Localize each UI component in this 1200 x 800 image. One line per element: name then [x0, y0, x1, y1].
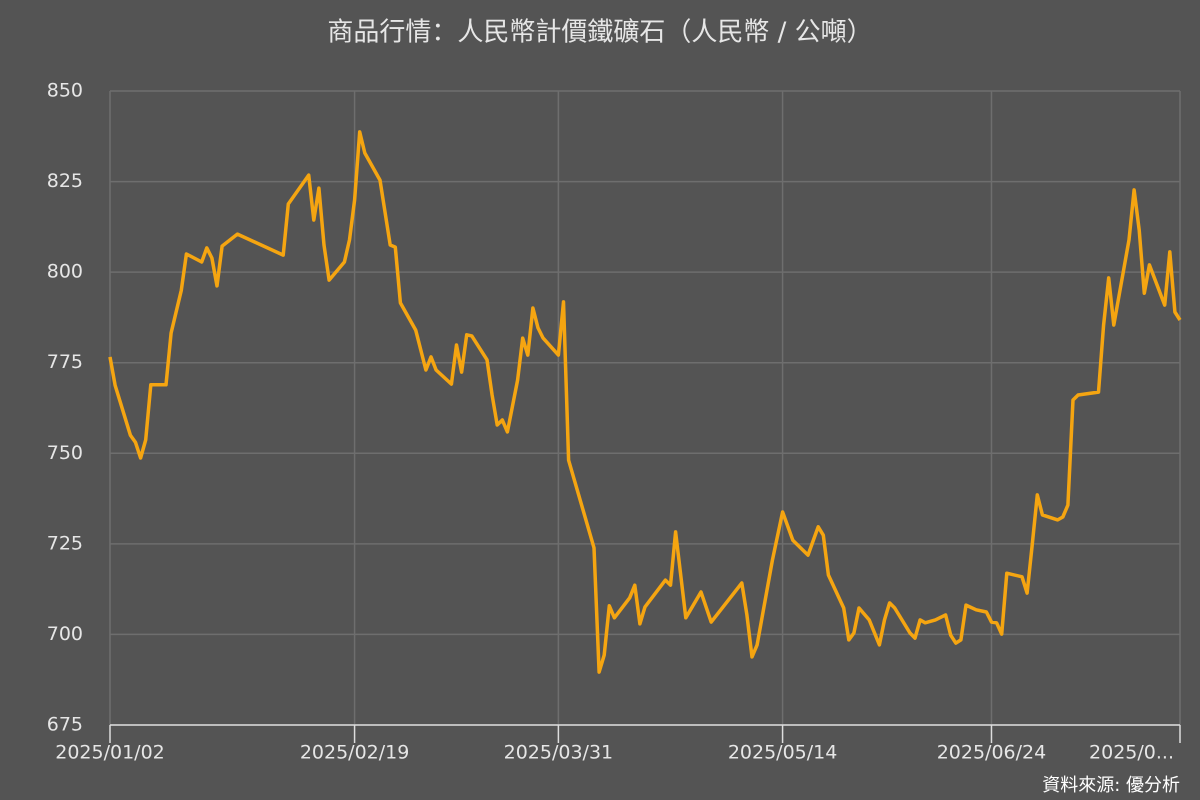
x-tick-label: 2025/02/19: [300, 742, 410, 764]
source: 資料來源: 優分析: [1042, 775, 1180, 796]
x-tick-label: 2025/05/14: [728, 742, 838, 764]
x-tick-label: 2025/03/31: [504, 742, 614, 764]
y-tick-label: 700: [47, 623, 83, 645]
y-tick-label: 675: [47, 714, 83, 736]
chart-title: 商品行情：人民幣計價鐵礦石（人民幣 / 公噸）: [327, 18, 872, 48]
y-tick-label: 850: [47, 80, 83, 102]
y-tick-label: 800: [47, 261, 83, 283]
x-tick-label: 2025/01/02: [55, 742, 165, 764]
price-line: [108, 130, 1182, 674]
y-tick-label: 775: [47, 351, 83, 373]
y-tick-label: 750: [47, 442, 83, 464]
y-tick-label: 825: [47, 170, 83, 192]
y-tick-label: 725: [47, 532, 83, 554]
x-tick-label: 2025/0...: [1089, 742, 1174, 764]
x-tick-label: 2025/06/24: [937, 742, 1047, 764]
